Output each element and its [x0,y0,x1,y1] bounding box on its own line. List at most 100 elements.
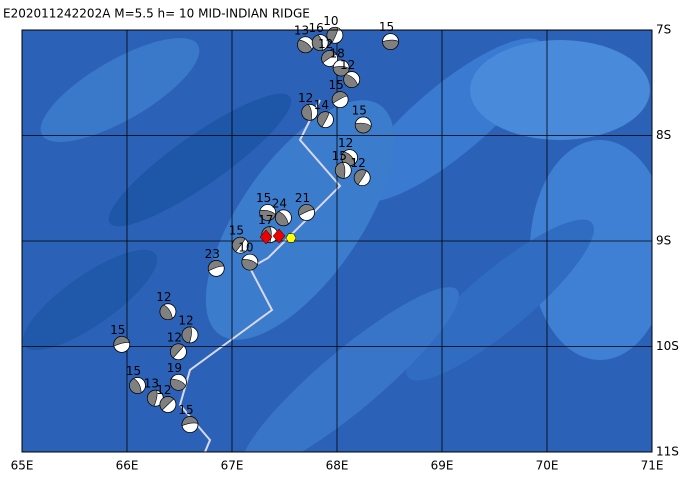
focal-mechanism: 14 [314,98,334,129]
x-tick-label: 67E [221,459,244,473]
depth-label: 12 [156,290,171,304]
depth-label: 15 [352,103,367,117]
focal-mechanism: 15 [329,78,349,109]
beachball-quadrant [311,34,323,51]
beachball-quadrant [275,211,289,227]
y-tick-label: 9S [656,234,671,248]
epicenter [272,228,286,244]
y-tick-label: 7S [656,23,671,37]
focal-mechanism: 15 [332,149,352,179]
beachball-quadrant [129,378,142,394]
focal-mechanism: 12 [351,156,371,187]
y-tick-label: 11S [656,445,679,459]
beachball-quadrant [241,259,258,271]
beachball-quadrant [181,416,199,426]
depth-label: 12 [340,58,355,72]
x-tick-label: 68E [326,459,349,473]
focal-mechanism: 12 [167,330,187,361]
depth-label: 23 [205,247,220,261]
focal-mechanism: 12 [298,91,319,121]
depth-label: 15 [110,323,125,337]
beachball-quadrant [326,27,339,44]
x-tick-label: 69E [431,459,454,473]
focal-mechanism: 12 [178,313,199,344]
focal-mechanism: 18 [330,46,350,77]
depth-label: 13 [144,377,159,391]
axes: 65E 66E 67E 68E 69E 70E 71E 7S 8S 9S 10S 11S [11,23,679,473]
depth-label: 15 [332,149,347,163]
beachball-quadrant [170,378,187,391]
beachball-quadrant [354,169,367,185]
beachball-quadrant [147,389,158,407]
focal-mechanism: 15 [126,364,146,394]
depth-label: 14 [314,98,329,112]
depth-label: 10 [323,14,338,28]
beachball-quadrant [317,111,330,128]
depth-label: 17 [258,213,273,227]
depth-label: 15 [256,191,271,205]
depth-label: 10 [238,241,253,255]
focal-mechanism: 12 [156,290,177,321]
focal-mechanism: 12 [318,37,339,67]
y-tick-label: 8S [656,128,671,142]
depth-label: 12 [178,313,193,327]
focal-mechanism: 10 [238,241,259,271]
focal-mechanism: 15 [178,403,199,433]
focal-mechanism: 15 [256,191,277,221]
focal-mechanism: 23 [205,247,225,277]
depth-label: 15 [329,78,344,92]
depth-label: 15 [229,224,244,238]
beachball-quadrant [343,73,358,88]
beachball-quadrant [301,104,312,121]
focal-mechanism: 21 [295,191,315,221]
epicenter [259,229,273,245]
depth-label: 19 [167,361,182,375]
depth-label: 12 [156,383,171,397]
focal-mechanism: 15 [352,103,372,134]
beachball-quadrant [159,396,175,411]
beachball-quadrant [181,326,192,344]
depth-label: 12 [318,37,333,51]
beachball-quadrant [159,304,173,320]
beachball-quadrant [331,91,348,104]
depth-label: 12 [167,330,182,344]
focal-mechanism: 15 [110,323,131,353]
beachball-quadrant [382,39,399,50]
beachball-quadrant [259,210,276,221]
depth-label: 12 [298,91,313,105]
focal-mechanism: 12 [156,383,177,413]
map-title: E202011242202A M=5.5 h= 10 MID-INDIAN RI… [3,7,310,21]
x-tick-label: 71E [641,459,664,473]
depth-label: 16 [309,21,324,35]
focal-mechanism: 13 [144,377,164,407]
centroid [285,233,297,243]
depth-label: 15 [379,20,394,34]
depth-label: 21 [295,191,310,205]
beachball-quadrant [232,236,246,253]
depth-label: 12 [338,136,353,150]
depth-label: 18 [330,46,345,60]
x-tick-label: 70E [536,459,559,473]
x-tick-label: 65E [11,459,34,473]
focal-mechanism: 16 [309,21,329,52]
focal-mechanism: 15 [229,224,249,254]
beachball-quadrant [298,204,315,216]
beachball-quadrant [113,336,130,347]
focal-mechanism: 15 [379,20,399,51]
depth-label: 12 [351,156,366,170]
focal-mechanism: 24 [272,196,292,227]
beachball-quadrant [207,260,225,272]
focal-mechanism: 19 [167,361,187,391]
beachball-quadrant [335,162,346,179]
epicenters [259,228,297,245]
frame [21,29,653,453]
x-tick-label: 66E [116,459,139,473]
focal-mechanism: 10 [323,14,344,44]
y-tick-label: 10S [656,339,679,353]
beachball-quadrant [321,50,337,64]
beachball-quadrant [355,122,372,134]
depth-label: 15 [178,403,193,417]
focal-mechanism: 12 [340,58,361,88]
